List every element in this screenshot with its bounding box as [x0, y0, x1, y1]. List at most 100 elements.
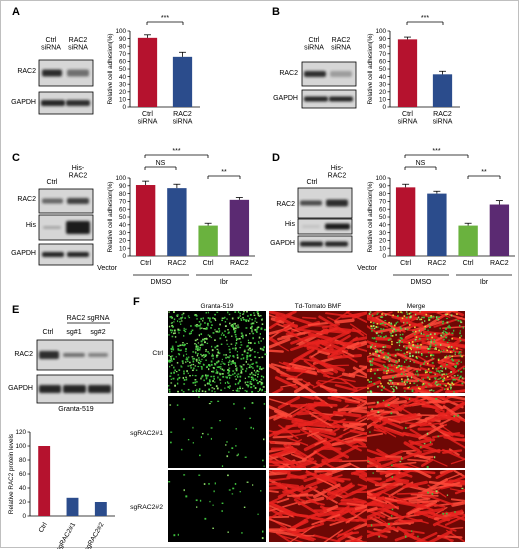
merge-green-cell [416, 318, 418, 321]
green-cell [234, 327, 237, 330]
green-cell [195, 352, 197, 354]
green-cell [224, 387, 226, 389]
green-cell [221, 373, 224, 375]
bar [167, 188, 187, 256]
blot-row-label: RAC2 [279, 70, 298, 77]
green-cell [185, 328, 187, 331]
panel-label-B: B [272, 6, 280, 18]
merge-green-cell [417, 374, 419, 376]
green-cell [229, 374, 232, 377]
merge-green-cell [371, 344, 373, 346]
merge-green-cell [429, 441, 432, 444]
green-cell [249, 349, 252, 352]
green-cell [201, 367, 203, 369]
green-cell [207, 433, 209, 436]
green-cell [227, 332, 230, 334]
merge-green-cell [390, 412, 393, 415]
green-cell [233, 331, 236, 334]
green-cell [179, 329, 181, 331]
lane-label-line: siRNA [304, 44, 324, 51]
green-cell [221, 319, 223, 322]
merge-green-cell [426, 338, 429, 341]
green-cell [183, 474, 186, 476]
merge-green-cell [458, 352, 460, 355]
green-cell [238, 390, 240, 392]
green-cell [195, 314, 198, 317]
green-cell [232, 487, 235, 490]
merge-green-cell [436, 384, 438, 387]
green-cell [212, 370, 215, 373]
green-cell [222, 334, 225, 337]
blot-his-D-band [325, 223, 350, 230]
green-cell [194, 384, 197, 386]
green-cell [192, 350, 194, 353]
tissue-streak [277, 396, 301, 410]
merge-yellow-cell [443, 377, 446, 379]
merge-green-cell [382, 364, 385, 366]
merge-green-cell [388, 359, 391, 361]
green-cell [218, 327, 220, 330]
green-cell [192, 363, 195, 366]
sig-C-main: *** [144, 148, 209, 158]
green-cell [259, 315, 262, 317]
blot-rac2-A [38, 59, 94, 87]
green-cell [174, 332, 176, 334]
merge-yellow-cell [410, 348, 413, 351]
merge-green-cell [371, 360, 373, 363]
green-cell [215, 385, 218, 388]
merge-green-cell [386, 366, 389, 368]
merge-green-cell [445, 327, 447, 330]
lane-label: RAC2 siRNA [331, 37, 351, 51]
merge-green-cell [454, 353, 456, 355]
merge-yellow-cell [459, 336, 461, 339]
green-cell [208, 483, 210, 485]
green-cell [227, 531, 229, 533]
merge-green-cell [393, 390, 395, 393]
merge-green-cell [370, 346, 372, 348]
tissue-streak [316, 470, 333, 474]
green-cell [169, 355, 172, 358]
lane-label: RAC2 siRNA [68, 37, 88, 51]
y-tick-label: 30 [119, 81, 127, 88]
merge-green-cell [423, 362, 425, 365]
green-cell [217, 350, 220, 352]
green-cell [264, 390, 266, 393]
x-tick-label: Ctrl [400, 260, 411, 267]
merge-green-cell [384, 365, 387, 368]
green-cell [183, 489, 185, 492]
green-cell [216, 371, 219, 373]
green-cell [181, 360, 184, 363]
tissue-streak [269, 477, 291, 482]
merge-yellow-cell [448, 383, 451, 386]
merge-green-cell [444, 367, 447, 370]
tissue-streak [402, 431, 432, 441]
merge-green-cell [434, 348, 436, 350]
green-cell [241, 354, 244, 356]
green-cell [236, 354, 239, 357]
merge-green-cell [377, 377, 380, 379]
green-cell [192, 442, 194, 444]
tissue-streak [270, 363, 291, 370]
green-cell [247, 315, 249, 317]
green-cell [168, 388, 171, 391]
tissue-streak [367, 530, 388, 539]
y-tick-label: 10 [379, 245, 387, 252]
green-cell [210, 437, 212, 440]
merge-green-cell [431, 362, 434, 364]
green-cell [188, 317, 191, 319]
green-cell [203, 328, 205, 330]
sig-C-ns: NS [144, 160, 177, 170]
tissue-streak [398, 519, 423, 523]
green-cell [232, 325, 235, 328]
green-cell [176, 320, 179, 322]
tissue-streak [287, 326, 305, 335]
green-cell [199, 360, 202, 363]
merge-green-cell [382, 328, 385, 331]
merge-green-cell [389, 354, 391, 357]
merge-green-cell [435, 316, 438, 319]
green-cell [230, 324, 232, 327]
tissue-streak [270, 448, 290, 457]
y-tick-label: 10 [119, 97, 127, 104]
green-cell [197, 342, 200, 344]
lane-label-line: His- [331, 165, 344, 172]
